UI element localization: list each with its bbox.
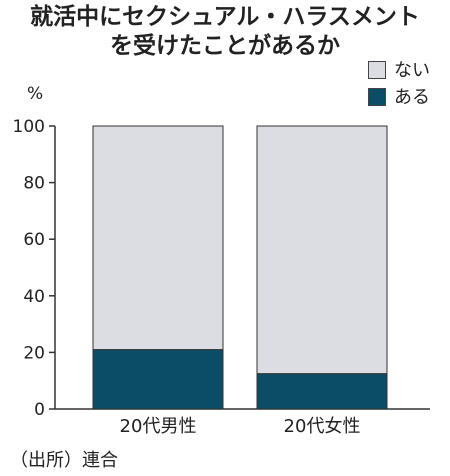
bar-2-nai [256, 125, 388, 375]
y-tick-label-20: 20 [23, 343, 45, 363]
x-category-label-1: 20代男性 [120, 416, 197, 437]
chart-title-line-1: 就活中にセクシュアル・ハラスメント [30, 4, 420, 30]
legend-label-nai: ない [394, 60, 430, 81]
y-tick-label-60: 60 [23, 230, 45, 250]
legend-label-aru: ある [394, 87, 430, 108]
y-tick-label-100: 100 [13, 117, 45, 137]
y-tick-label-40: 40 [23, 287, 45, 307]
legend-item-aru: ある [368, 87, 430, 109]
bar-1-nai [92, 125, 224, 351]
y-axis-unit: % [27, 84, 44, 104]
y-tick-label-0: 0 [34, 400, 45, 420]
legend-item-nai: ない [368, 60, 430, 82]
x-category-label-2: 20代女性 [284, 416, 361, 437]
bar-2-aru [256, 373, 388, 410]
chart-title-line-2: を受けたことがあるか [110, 33, 340, 59]
legend-swatch-aru [368, 88, 386, 106]
y-tick-label-80: 80 [23, 174, 45, 194]
source-note: （出所）連合 [10, 450, 118, 471]
legend-swatch-nai [368, 61, 386, 79]
bar-1-aru [92, 349, 224, 410]
